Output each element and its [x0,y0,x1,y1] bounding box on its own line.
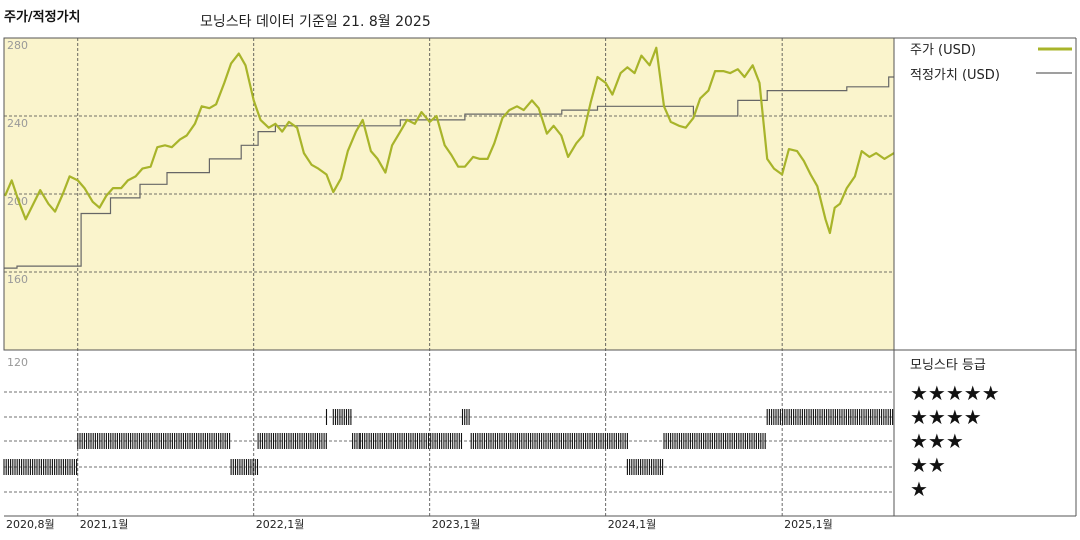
rating-period-bar [461,409,470,425]
y-tick-label: 280 [7,39,28,52]
rating-period-bar [359,433,463,449]
x-tick-label: 2020,8월 [6,518,55,531]
chart-subtitle: 모닝스타 데이터 기준일 21. 8월 2025 [200,14,431,30]
chart-title: 주가/적정가치 [4,9,81,25]
y-tick-label: 120 [7,356,28,369]
x-tick-label: 2025,1월 [784,518,833,531]
star-rating-bars [3,409,894,475]
star-level-label: ★★ [910,453,946,477]
x-axis: 2020,8월 2021,1월 2022,1월 2023,1월 2024,1월 2025,… [6,518,833,531]
rating-period-bar [352,433,360,449]
x-tick-label: 2021,1월 [80,518,129,531]
rating-period-bar [257,433,327,449]
price-panel-frame [3,37,895,351]
rating-period-bar [626,459,664,475]
rating-period-bar [77,433,231,449]
x-tick-label: 2024,1월 [608,518,657,531]
rating-period-bar [332,409,352,425]
rating-period-bar [3,459,78,475]
legend-price-label: 주가 (USD) [910,43,976,58]
star-level-labels: ★★★★★★★★★★★★★★★ [910,381,1000,501]
rating-period-bar [230,459,259,475]
y-axis: 280 240 200 160 120 [7,39,28,369]
rating-period-bar [663,433,766,449]
star-level-label: ★★★ [910,429,964,453]
x-tick-label: 2023,1월 [432,518,481,531]
y-tick-label: 160 [7,273,28,286]
star-level-label: ★★★★★ [910,381,1000,405]
star-level-label: ★★★★ [910,405,982,429]
rating-period-bar [470,433,628,449]
star-rating-title: 모닝스타 등급 [910,358,986,373]
star-level-label: ★ [910,477,928,501]
rating-period-bar [766,409,894,425]
price-line [3,46,895,235]
y-tick-label: 240 [7,117,28,130]
y-tick-label: 200 [7,195,28,208]
x-tick-label: 2022,1월 [256,518,305,531]
legend-fair-value-label: 적정가치 (USD) [910,68,1000,83]
